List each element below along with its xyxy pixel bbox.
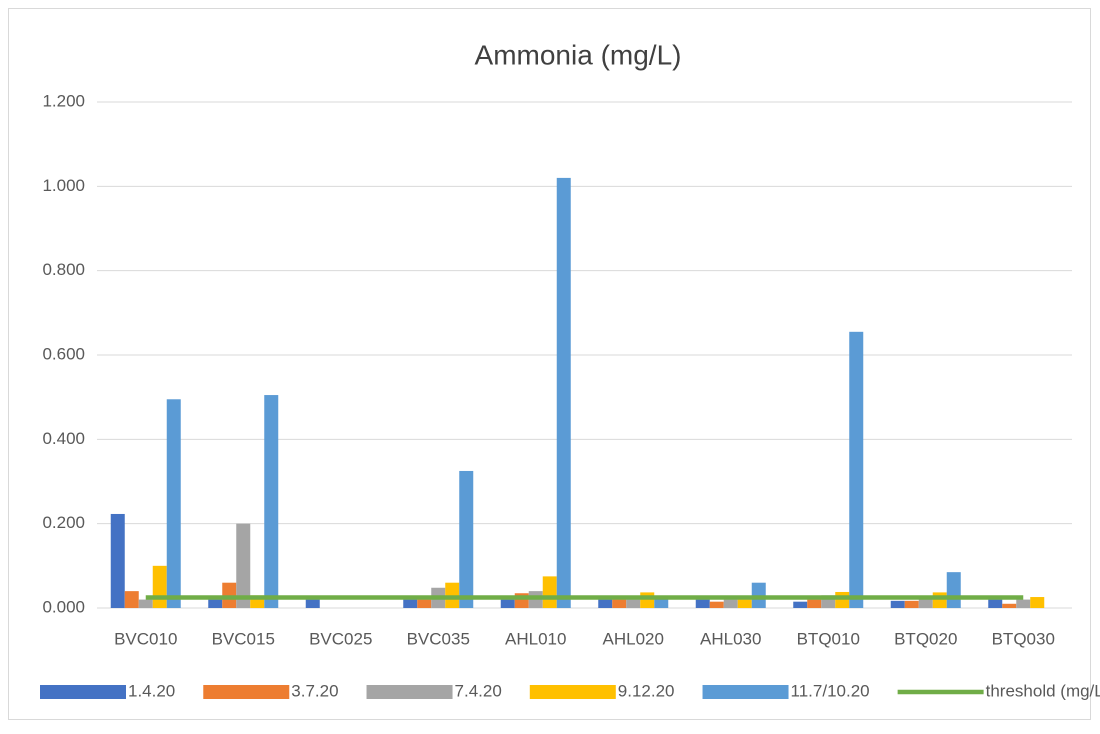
bar [500, 599, 515, 608]
bar [264, 395, 279, 608]
bar [1030, 597, 1045, 608]
legend-label: 9.12.20 [618, 681, 675, 700]
bar [695, 599, 710, 608]
x-tick-label: BVC035 [407, 629, 470, 648]
bar [459, 470, 474, 608]
bar [654, 597, 669, 608]
bar [626, 599, 641, 608]
bar [932, 592, 947, 608]
bar [305, 599, 320, 608]
bar [849, 331, 864, 608]
bar [640, 592, 655, 608]
y-tick-label: 1.200 [42, 91, 85, 110]
x-tick-label: AHL010 [505, 629, 566, 648]
bar [1002, 603, 1017, 608]
bar [556, 177, 571, 608]
legend-swatch [40, 685, 126, 699]
bar [612, 599, 627, 608]
bar [946, 572, 961, 608]
legend-label: 11.7/10.20 [791, 681, 870, 700]
y-tick-label: 0.400 [42, 429, 85, 448]
legend-swatch [203, 685, 290, 699]
bar [793, 601, 808, 608]
bar [542, 576, 557, 608]
bar [807, 599, 822, 608]
bar [835, 591, 850, 608]
chart-title: Ammonia (mg/L) [475, 39, 682, 70]
bar [737, 599, 752, 608]
legend-swatch [702, 685, 789, 699]
chart-border [8, 8, 1091, 720]
x-tick-label: BTQ030 [992, 629, 1055, 648]
bar [709, 601, 724, 608]
x-tick-label: BVC025 [309, 629, 372, 648]
x-tick-label: BVC010 [114, 629, 177, 648]
y-tick-label: 0.000 [42, 597, 85, 616]
bar [890, 600, 905, 608]
bar [236, 523, 251, 608]
legend-label: threshold (mg/L) [986, 681, 1100, 700]
y-tick-label: 1.000 [42, 176, 85, 195]
x-tick-label: BTQ020 [894, 629, 957, 648]
bar [723, 599, 738, 608]
legend-label: 3.7.20 [291, 681, 338, 700]
bar [598, 599, 613, 608]
legend-label: 7.4.20 [455, 681, 502, 700]
bar [138, 599, 153, 608]
y-tick-label: 0.600 [42, 344, 85, 363]
x-tick-label: AHL020 [603, 629, 664, 648]
bar [988, 599, 1003, 608]
x-tick-label: BVC015 [212, 629, 275, 648]
bar [124, 591, 139, 608]
bar [110, 513, 125, 608]
bar [918, 597, 933, 608]
y-tick-label: 0.800 [42, 260, 85, 279]
bar [904, 600, 919, 608]
legend-label: 1.4.20 [128, 681, 175, 700]
bar [166, 399, 181, 608]
bar [1016, 599, 1031, 608]
x-tick-label: BTQ010 [797, 629, 860, 648]
bar [152, 565, 167, 608]
bar [208, 599, 223, 608]
legend-swatch [366, 685, 453, 699]
y-tick-label: 0.200 [42, 513, 85, 532]
bar [403, 599, 418, 608]
legend-swatch [529, 685, 616, 699]
bar [417, 599, 432, 608]
x-tick-label: AHL030 [700, 629, 761, 648]
